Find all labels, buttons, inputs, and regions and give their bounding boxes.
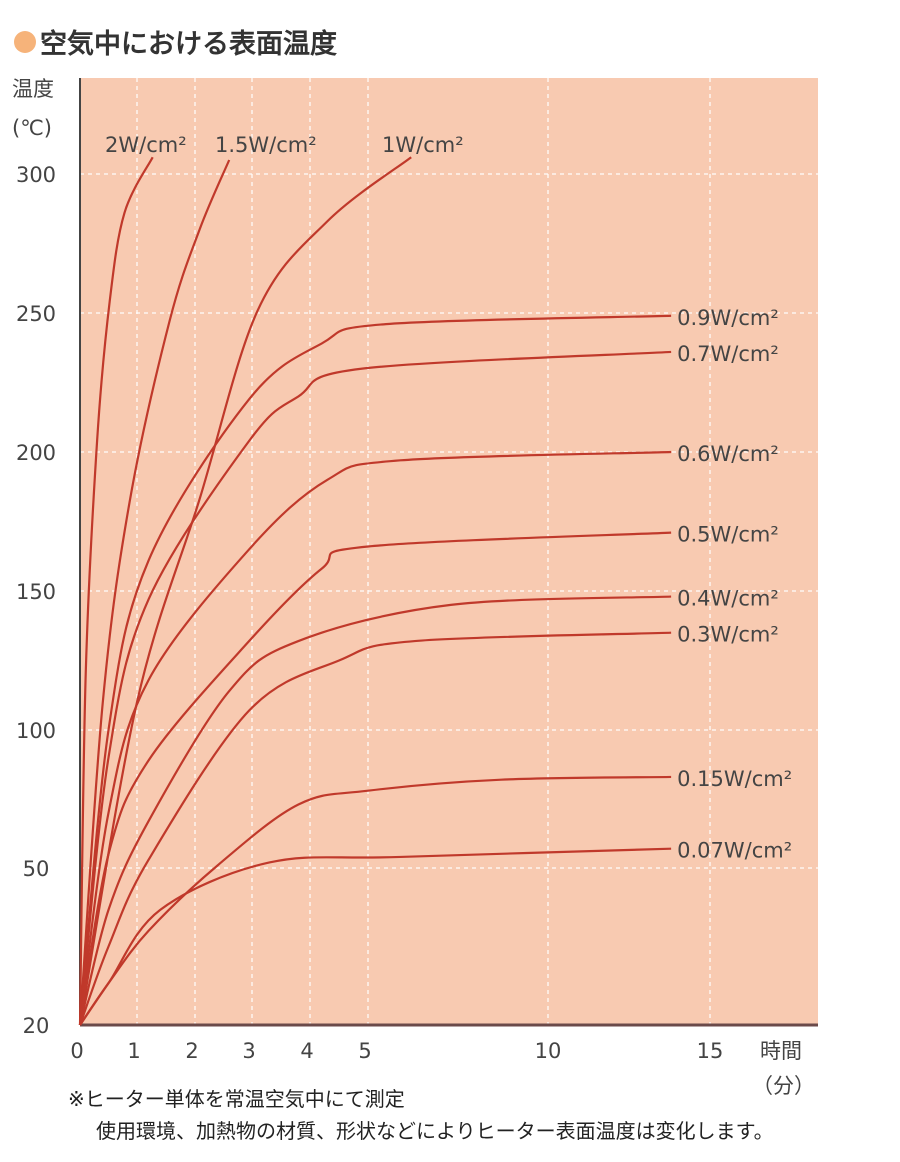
y-tick-label: 300 [16, 163, 56, 187]
y-tick-label: 250 [16, 302, 56, 326]
y-tick-label: 150 [16, 580, 56, 604]
series-line [78, 156, 154, 1026]
x-axis-label: 時間 [760, 1039, 802, 1063]
series-line [78, 314, 672, 1026]
x-tick-label: 2 [185, 1039, 198, 1063]
series-line [78, 631, 672, 1026]
bullet-icon [14, 30, 36, 53]
series-label: 0.4W/cm² [677, 587, 779, 611]
x-tick-label: 15 [697, 1039, 724, 1063]
y-tick-label: 20 [23, 1014, 50, 1038]
series-line [79, 775, 672, 1026]
series-label: 0.9W/cm² [677, 306, 779, 330]
series-label: 1.5W/cm² [215, 133, 317, 157]
x-tick-label: 4 [300, 1039, 313, 1063]
series-label: 0.5W/cm² [677, 523, 779, 547]
series-label: 0.7W/cm² [677, 342, 779, 366]
chart-title-text: 空気中における表面温度 [40, 29, 337, 60]
y-tick-label: 100 [16, 719, 56, 743]
y-axis-unit: (℃) [12, 116, 52, 140]
y-tick-label: 50 [23, 857, 50, 881]
x-tick-label: 5 [358, 1039, 371, 1063]
series-label: 0.3W/cm² [677, 623, 779, 647]
series-line [79, 847, 672, 1026]
series-line [78, 450, 672, 1026]
series-line [78, 595, 672, 1026]
plot-area [80, 78, 818, 1025]
footnote-1: ※ヒーター単体を常温空気中にて測定 [68, 1087, 405, 1111]
series-line [78, 159, 231, 1026]
series-label: 2W/cm² [105, 133, 187, 157]
series-label: 1W/cm² [382, 133, 464, 157]
chart-title: 空気中における表面温度 [14, 22, 337, 61]
series-label: 0.15W/cm² [677, 767, 792, 791]
series-line [78, 350, 672, 1026]
x-tick-label: 1 [127, 1039, 140, 1063]
x-tick-label: 3 [242, 1039, 255, 1063]
footnote-2: 使用環境、加熱物の材質、形状などによりヒーター表面温度は変化します。 [96, 1119, 774, 1143]
x-tick-label: 0 [70, 1039, 83, 1063]
x-tick-label: 10 [535, 1039, 562, 1063]
x-axis-unit: （分） [752, 1074, 815, 1098]
series-line [78, 531, 672, 1026]
y-axis-label: 温度 [12, 77, 54, 101]
series-line [78, 156, 412, 1026]
series-label: 0.6W/cm² [677, 442, 779, 466]
series-label: 0.07W/cm² [677, 839, 792, 863]
y-tick-label: 200 [16, 441, 56, 465]
